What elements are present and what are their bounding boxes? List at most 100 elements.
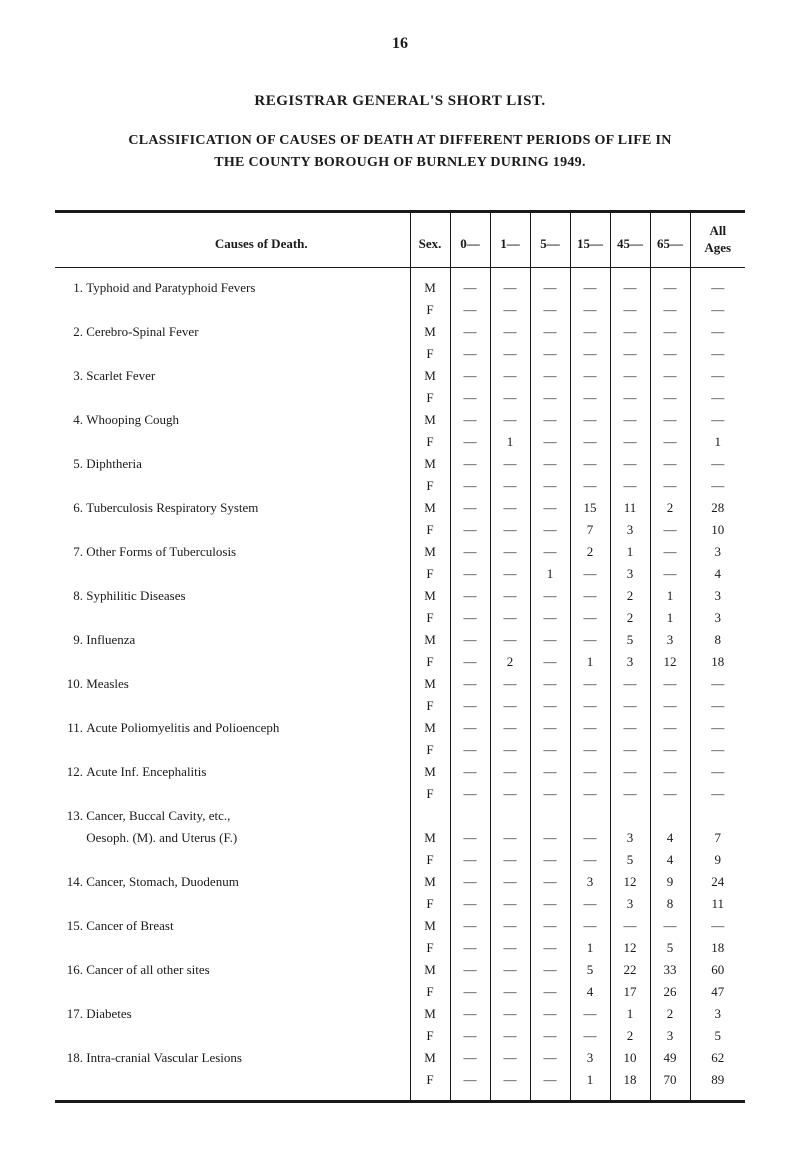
table-row: F—1————1 bbox=[55, 431, 745, 453]
cause-cell: 7. Other Forms of Tuberculosis bbox=[55, 541, 410, 563]
row-number: 11. bbox=[63, 720, 83, 736]
cause-cell bbox=[55, 695, 410, 717]
col15-cell: — bbox=[570, 761, 610, 783]
col65-cell: — bbox=[650, 915, 690, 937]
sex-cell: F bbox=[410, 937, 450, 959]
col15-cell: — bbox=[570, 321, 610, 343]
cause-text: Cancer, Buccal Cavity, etc., bbox=[86, 808, 230, 824]
cause-cell: 4. Whooping Cough bbox=[55, 409, 410, 431]
mortality-table: Causes of Death. Sex. 0— 1— 5— 15— 45— 6… bbox=[55, 213, 745, 1100]
col5-cell: — bbox=[530, 739, 570, 761]
row-number: 2. bbox=[63, 324, 83, 340]
table-row: F————213 bbox=[55, 607, 745, 629]
col0-cell: — bbox=[450, 739, 490, 761]
col65-cell: — bbox=[650, 299, 690, 321]
ages-cell: 18 bbox=[690, 937, 745, 959]
ages-cell: 3 bbox=[690, 1003, 745, 1025]
col0-cell: — bbox=[450, 717, 490, 739]
col0-cell: — bbox=[450, 321, 490, 343]
table-row: F———4172647 bbox=[55, 981, 745, 1003]
col45-cell bbox=[610, 805, 650, 827]
col0-cell: — bbox=[450, 387, 490, 409]
table-row: 17. DiabetesM————123 bbox=[55, 1003, 745, 1025]
ages-cell: 60 bbox=[690, 959, 745, 981]
col45-cell: — bbox=[610, 321, 650, 343]
table-row: F————3811 bbox=[55, 893, 745, 915]
sex-cell: F bbox=[410, 519, 450, 541]
table-row: 15. Cancer of BreastM——————— bbox=[55, 915, 745, 937]
col45-cell: 18 bbox=[610, 1069, 650, 1100]
col0-cell: — bbox=[450, 981, 490, 1003]
col65-cell: — bbox=[650, 387, 690, 409]
col5-cell: — bbox=[530, 651, 570, 673]
header-col1: 1— bbox=[490, 213, 530, 267]
ages-cell: — bbox=[690, 783, 745, 805]
col0-cell: — bbox=[450, 453, 490, 475]
cause-text: Influenza bbox=[86, 632, 135, 648]
cause-cell: 17. Diabetes bbox=[55, 1003, 410, 1025]
header-col0: 0— bbox=[450, 213, 490, 267]
col45-cell: — bbox=[610, 739, 650, 761]
ages-cell: 10 bbox=[690, 519, 745, 541]
col0-cell: — bbox=[450, 783, 490, 805]
header-col15: 15— bbox=[570, 213, 610, 267]
col0-cell: — bbox=[450, 497, 490, 519]
ages-cell: 1 bbox=[690, 431, 745, 453]
col65-cell: — bbox=[650, 431, 690, 453]
cause-cell bbox=[55, 981, 410, 1003]
col65-cell: — bbox=[650, 673, 690, 695]
ages-cell: 5 bbox=[690, 1025, 745, 1047]
col0-cell: — bbox=[450, 651, 490, 673]
cause-cell: 2. Cerebro-Spinal Fever bbox=[55, 321, 410, 343]
cause-text: Other Forms of Tuberculosis bbox=[86, 544, 236, 560]
cause-text: Whooping Cough bbox=[86, 412, 179, 428]
ages-cell: 7 bbox=[690, 827, 745, 849]
table-row: F——————— bbox=[55, 695, 745, 717]
col5-cell: — bbox=[530, 431, 570, 453]
col15-cell: — bbox=[570, 409, 610, 431]
col45-cell: 11 bbox=[610, 497, 650, 519]
col45-cell: — bbox=[610, 409, 650, 431]
sex-cell: M bbox=[410, 541, 450, 563]
row-number: 7. bbox=[63, 544, 83, 560]
col45-cell: — bbox=[610, 299, 650, 321]
table-row: F———73—10 bbox=[55, 519, 745, 541]
col1-cell: 1 bbox=[490, 431, 530, 453]
cause-cell: Oesoph. (M). and Uterus (F.) bbox=[55, 827, 410, 849]
col5-cell: — bbox=[530, 673, 570, 695]
col45-cell: — bbox=[610, 915, 650, 937]
col15-cell: — bbox=[570, 1003, 610, 1025]
sex-cell: F bbox=[410, 981, 450, 1003]
row-number: 15. bbox=[63, 918, 83, 934]
cause-cell bbox=[55, 739, 410, 761]
table-row: 13. Cancer, Buccal Cavity, etc., bbox=[55, 805, 745, 827]
cause-text: Oesoph. (M). and Uterus (F.) bbox=[86, 830, 237, 846]
col0-cell: — bbox=[450, 343, 490, 365]
col5-cell: — bbox=[530, 387, 570, 409]
sex-cell: M bbox=[410, 717, 450, 739]
col65-cell: 9 bbox=[650, 871, 690, 893]
col0-cell: — bbox=[450, 827, 490, 849]
col5-cell: — bbox=[530, 409, 570, 431]
col45-cell: 10 bbox=[610, 1047, 650, 1069]
ages-cell: — bbox=[690, 453, 745, 475]
cause-cell bbox=[55, 893, 410, 915]
col45-cell: — bbox=[610, 431, 650, 453]
cause-cell bbox=[55, 387, 410, 409]
table-row: F————235 bbox=[55, 1025, 745, 1047]
sex-cell: M bbox=[410, 585, 450, 607]
cause-cell: 11. Acute Poliomyelitis and Polioenceph bbox=[55, 717, 410, 739]
ages-cell: — bbox=[690, 387, 745, 409]
col45-cell: 5 bbox=[610, 629, 650, 651]
ages-cell: 3 bbox=[690, 585, 745, 607]
col1-cell: — bbox=[490, 761, 530, 783]
col45-cell: 2 bbox=[610, 607, 650, 629]
col5-cell: — bbox=[530, 871, 570, 893]
col45-cell: — bbox=[610, 475, 650, 497]
table-row: F——1—3—4 bbox=[55, 563, 745, 585]
sex-cell: M bbox=[410, 1003, 450, 1025]
col5-cell: — bbox=[530, 629, 570, 651]
col45-cell: 22 bbox=[610, 959, 650, 981]
cause-cell bbox=[55, 937, 410, 959]
col65-cell: 1 bbox=[650, 607, 690, 629]
